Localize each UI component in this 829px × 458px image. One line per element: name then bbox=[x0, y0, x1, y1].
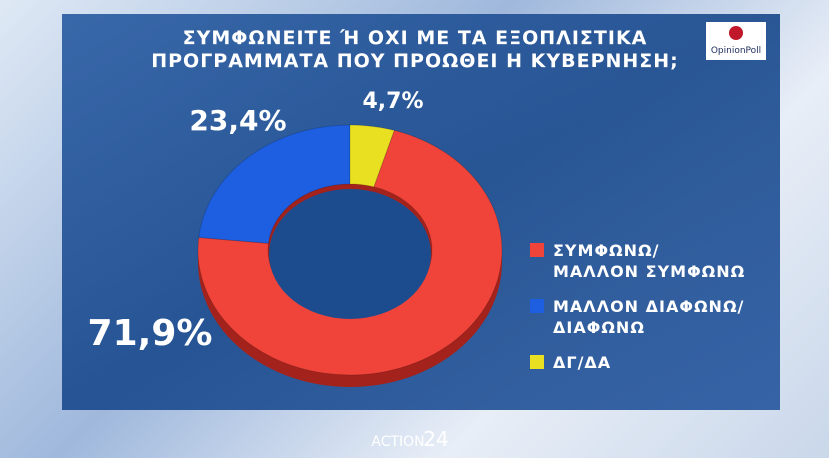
channel-number: 24 bbox=[423, 427, 448, 451]
chart-title: ΠΡΟΓΡΑΜΜΑΤΑ ΠΟΥ ΠΡΟΩΘΕΙ Η ΚΥΒΕΡΝΗΣΗ; bbox=[151, 50, 679, 72]
donut-slice bbox=[349, 124, 395, 188]
chart-title: ΣΥΜΦΩΝΕΙΤΕ Ή ΟΧΙ ΜΕ ΤΑ ΕΞΟΠΛΙΣΤΙΚΑ bbox=[183, 27, 648, 49]
legend-item: ΣΥΜΦΩΝΩ/ ΜΑΛΛΟΝ ΣΥΜΦΩΝΩ bbox=[530, 240, 745, 282]
legend: ΣΥΜΦΩΝΩ/ ΜΑΛΛΟΝ ΣΥΜΦΩΝΩ ΜΑΛΛΟΝ ΔΙΑΦΩΝΩ/ Δ… bbox=[530, 240, 745, 387]
legend-item: ΜΑΛΛΟΝ ΔΙΑΦΩΝΩ/ ΔΙΑΦΩΝΩ bbox=[530, 296, 745, 338]
donut: 71,9% 23,4% 4,7% bbox=[88, 89, 503, 387]
legend-label: ΣΥΜΦΩΝΩ/ ΜΑΛΛΟΝ ΣΥΜΦΩΝΩ bbox=[553, 241, 746, 281]
legend-label: ΜΑΛΛΟΝ ΔΙΑΦΩΝΩ/ ΔΙΑΦΩΝΩ bbox=[553, 297, 745, 337]
legend-item: ΔΓ/ΔΑ bbox=[530, 352, 745, 373]
legend-swatch bbox=[530, 299, 544, 313]
legend-swatch bbox=[530, 355, 544, 369]
legend-swatch bbox=[530, 243, 544, 257]
legend-label: ΔΓ/ΔΑ bbox=[553, 353, 612, 372]
data-label: 4,7% bbox=[362, 89, 423, 114]
data-label: 71,9% bbox=[88, 313, 213, 354]
channel: ACTION bbox=[371, 434, 424, 450]
logo-mark bbox=[729, 26, 743, 40]
donut-slice bbox=[198, 124, 351, 244]
data-label: 23,4% bbox=[189, 104, 286, 137]
source: OpinionPoll bbox=[711, 46, 761, 56]
donut-hole bbox=[269, 189, 431, 319]
